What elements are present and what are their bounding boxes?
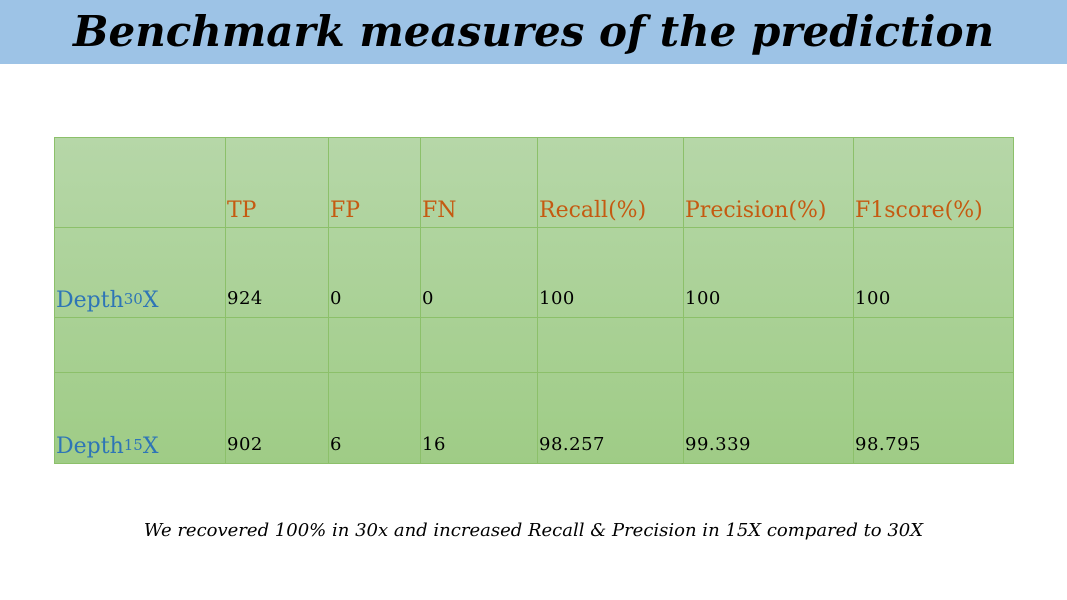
header-cell-tp: TP <box>225 137 329 228</box>
header-cell-precision: Precision(%) <box>683 137 854 228</box>
header-cell-fn: FN <box>420 137 538 228</box>
empty-cell <box>853 317 1014 373</box>
row-label-suffix: X <box>142 434 159 459</box>
empty-cell <box>54 317 226 373</box>
cell-tp: 924 <box>225 227 329 318</box>
row-label-depth30x: Depth30X <box>54 227 226 318</box>
cell-f1score: 100 <box>853 227 1014 318</box>
table-row-empty <box>54 317 1014 373</box>
cell-tp: 902 <box>225 372 329 464</box>
cell-fp: 6 <box>328 372 421 464</box>
cell-fn: 16 <box>420 372 538 464</box>
cell-f1score: 98.795 <box>853 372 1014 464</box>
header-cell-f1score: F1score(%) <box>853 137 1014 228</box>
table-row: Depth15X 902 6 16 98.257 99.339 98.795 <box>54 372 1014 464</box>
row-label-prefix: Depth <box>56 288 124 313</box>
cell-fn: 0 <box>420 227 538 318</box>
table-row: Depth30X 924 0 0 100 100 100 <box>54 227 1014 318</box>
cell-fp: 0 <box>328 227 421 318</box>
empty-cell <box>420 317 538 373</box>
cell-precision: 100 <box>683 227 854 318</box>
footnote: We recovered 100% in 30x and increased R… <box>143 520 924 541</box>
empty-cell <box>225 317 329 373</box>
empty-cell <box>683 317 854 373</box>
header-cell-recall: Recall(%) <box>537 137 684 228</box>
row-label-prefix: Depth <box>56 434 124 459</box>
row-label-depth15x: Depth15X <box>54 372 226 464</box>
cell-precision: 99.339 <box>683 372 854 464</box>
title-bar: Benchmark measures of the prediction <box>0 0 1067 64</box>
cell-recall: 100 <box>537 227 684 318</box>
row-label-number: 15 <box>123 436 143 454</box>
header-cell-fp: FP <box>328 137 421 228</box>
slide-title: Benchmark measures of the prediction <box>72 7 995 56</box>
empty-cell <box>328 317 421 373</box>
table-header-row: TP FP FN Recall(%) Precision(%) F1score(… <box>54 137 1014 228</box>
benchmark-table-container: TP FP FN Recall(%) Precision(%) F1score(… <box>54 137 1014 464</box>
cell-recall: 98.257 <box>537 372 684 464</box>
row-label-suffix: X <box>142 288 159 313</box>
empty-cell <box>537 317 684 373</box>
row-label-number: 30 <box>123 290 143 308</box>
benchmark-table: TP FP FN Recall(%) Precision(%) F1score(… <box>54 137 1014 464</box>
header-cell-empty <box>54 137 226 228</box>
